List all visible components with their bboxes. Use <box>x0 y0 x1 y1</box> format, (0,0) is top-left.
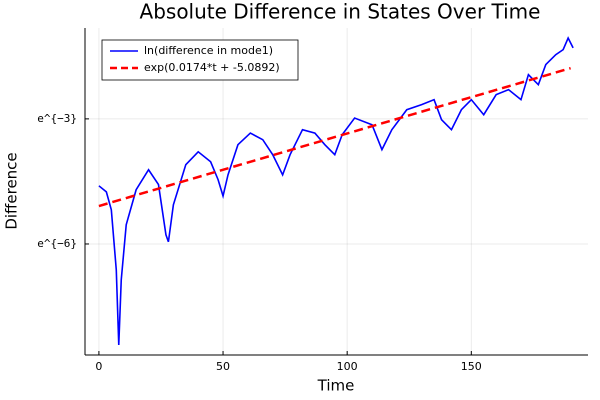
x-tick-label: 50 <box>216 360 230 373</box>
x-tick-label: 0 <box>95 360 102 373</box>
x-tick-label: 150 <box>461 360 482 373</box>
series-line <box>98 36 574 346</box>
legend-box <box>101 39 299 81</box>
legend-label: exp(0.0174*t + -5.0892) <box>144 61 280 74</box>
y-axis-label: Difference <box>3 152 21 229</box>
y-tick-label: e^{−6} <box>37 237 77 250</box>
x-tick-label: 100 <box>337 360 358 373</box>
legend-label: ln(difference in mode1) <box>144 44 273 57</box>
chart-title: Absolute Difference in States Over Time <box>140 0 541 24</box>
series-line <box>98 66 571 208</box>
y-tick-label: e^{−3} <box>37 112 77 125</box>
x-axis-label: Time <box>317 377 355 395</box>
